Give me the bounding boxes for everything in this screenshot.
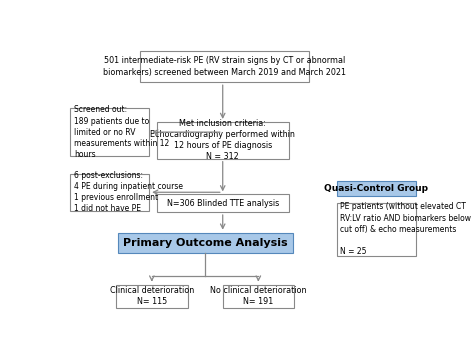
FancyBboxPatch shape: [156, 122, 289, 159]
Text: Met inclusion criteria:
Echocardiography performed within
12 hours of PE diagnos: Met inclusion criteria: Echocardiography…: [150, 119, 295, 162]
Text: Quasi-Control Group: Quasi-Control Group: [324, 184, 428, 193]
Text: 501 intermediate-risk PE (RV strain signs by CT or abnormal
biomarkers) screened: 501 intermediate-risk PE (RV strain sign…: [103, 56, 346, 77]
Text: Primary Outcome Analysis: Primary Outcome Analysis: [123, 238, 288, 248]
FancyBboxPatch shape: [337, 202, 416, 256]
FancyBboxPatch shape: [337, 181, 416, 196]
FancyBboxPatch shape: [140, 51, 309, 82]
FancyBboxPatch shape: [70, 108, 149, 156]
FancyBboxPatch shape: [118, 233, 292, 253]
Text: PE patients (without elevated CT
RV:LV ratio AND biomarkers below
cut off) & ech: PE patients (without elevated CT RV:LV r…: [340, 202, 471, 256]
FancyBboxPatch shape: [116, 284, 188, 308]
FancyBboxPatch shape: [223, 284, 294, 308]
FancyBboxPatch shape: [70, 174, 149, 211]
Text: 6 post-exclusions:
4 PE during inpatient course
1 previous enrollment
1 did not : 6 post-exclusions: 4 PE during inpatient…: [74, 171, 183, 213]
FancyBboxPatch shape: [156, 194, 289, 212]
Text: Clinical deterioration
N= 115: Clinical deterioration N= 115: [110, 286, 194, 306]
Text: N=306 Blinded TTE analysis: N=306 Blinded TTE analysis: [166, 199, 279, 208]
Text: No clinical deterioration
N= 191: No clinical deterioration N= 191: [210, 286, 307, 306]
Text: Screened out:
189 patients due to
limited or no RV
measurements within 12
hours: Screened out: 189 patients due to limite…: [74, 105, 169, 159]
